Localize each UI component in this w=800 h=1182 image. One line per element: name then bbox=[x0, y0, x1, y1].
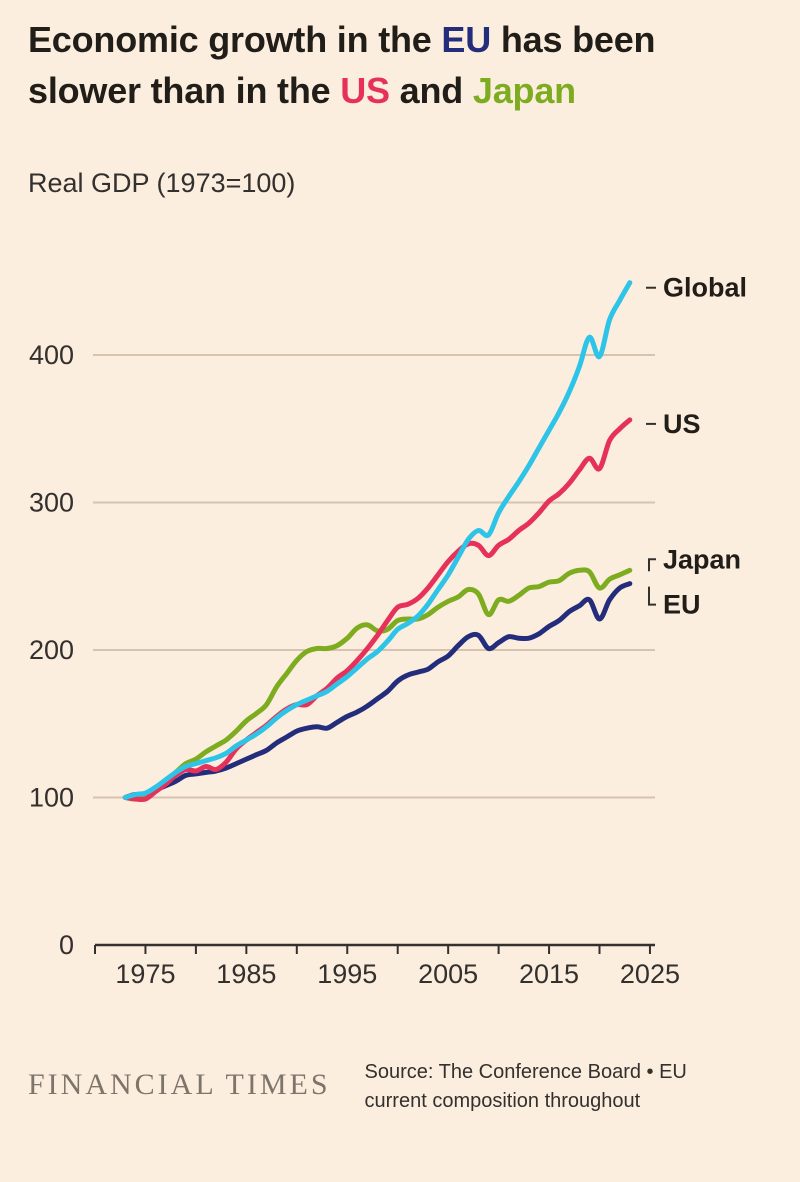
chart-title: Economic growth in the EU has been slowe… bbox=[28, 14, 750, 116]
chart-svg: 0 100 200 300 400 1975 1985 1995 2005 2015 2025 Glo… bbox=[29, 273, 747, 989]
y-axis-label-300: 300 bbox=[29, 488, 74, 518]
x-axis-label-1975: 1975 bbox=[115, 959, 175, 989]
chart-subtitle: Real GDP (1973=100) bbox=[28, 168, 296, 198]
x-axis-label-2015: 2015 bbox=[519, 959, 579, 989]
x-axis-label-1985: 1985 bbox=[216, 959, 276, 989]
y-axis-label-200: 200 bbox=[29, 635, 74, 665]
x-axis-label-2025: 2025 bbox=[620, 959, 680, 989]
end-connector-japan bbox=[648, 558, 656, 572]
source-note: Source: The Conference Board • EU curren… bbox=[364, 1061, 687, 1112]
title-japan: Japan bbox=[472, 70, 576, 112]
series-end-label-global: Global bbox=[663, 273, 747, 303]
title-segment-3: and bbox=[389, 70, 473, 112]
series-end-label-us: US bbox=[663, 409, 701, 439]
series-line-global bbox=[122, 280, 633, 800]
ft-masthead: FINANCIAL TIMES bbox=[28, 1068, 331, 1101]
y-axis-label-0: 0 bbox=[59, 930, 74, 960]
title-segment-1: Economic growth in the bbox=[28, 19, 442, 60]
title-us: US bbox=[340, 70, 390, 112]
series-end-label-eu: EU bbox=[663, 590, 701, 620]
title-eu: EU bbox=[441, 19, 492, 60]
y-axis-label-400: 400 bbox=[29, 340, 74, 370]
y-axis-label-100: 100 bbox=[29, 783, 74, 813]
footer: FINANCIAL TIMES Source: The Conference B… bbox=[28, 1058, 707, 1116]
series-line-eu bbox=[122, 581, 633, 800]
series-line-us bbox=[122, 417, 633, 803]
x-axis-label-2005: 2005 bbox=[418, 959, 478, 989]
x-axis-label-1995: 1995 bbox=[317, 959, 377, 989]
series-line-japan bbox=[122, 567, 633, 802]
title-segment-2: has been slower than in the bbox=[28, 19, 656, 112]
series-end-label-japan: Japan bbox=[663, 544, 741, 574]
end-connector-eu bbox=[648, 586, 656, 606]
